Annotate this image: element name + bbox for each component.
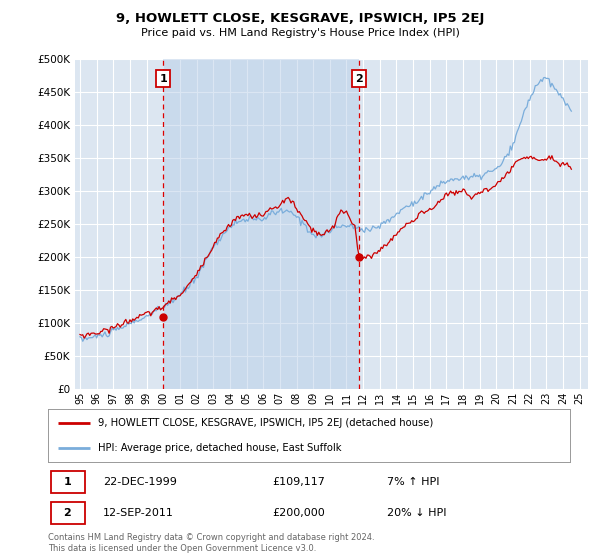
FancyBboxPatch shape [50,502,85,524]
Text: 2: 2 [64,508,71,518]
Bar [163,59,359,389]
Text: £109,117: £109,117 [272,477,325,487]
Text: 9, HOWLETT CLOSE, KESGRAVE, IPSWICH, IP5 2EJ: 9, HOWLETT CLOSE, KESGRAVE, IPSWICH, IP5… [116,12,484,25]
Text: 22-DEC-1999: 22-DEC-1999 [103,477,176,487]
Text: 1: 1 [64,477,71,487]
FancyBboxPatch shape [50,471,85,493]
Text: £200,000: £200,000 [272,508,325,518]
Text: 20% ↓ HPI: 20% ↓ HPI [388,508,447,518]
Text: 9, HOWLETT CLOSE, KESGRAVE, IPSWICH, IP5 2EJ (detached house): 9, HOWLETT CLOSE, KESGRAVE, IPSWICH, IP5… [98,418,433,428]
Text: 12-SEP-2011: 12-SEP-2011 [103,508,173,518]
Text: Price paid vs. HM Land Registry's House Price Index (HPI): Price paid vs. HM Land Registry's House … [140,28,460,38]
Text: HPI: Average price, detached house, East Suffolk: HPI: Average price, detached house, East… [98,442,341,452]
Text: 2: 2 [355,74,363,83]
Text: Contains HM Land Registry data © Crown copyright and database right 2024.
This d: Contains HM Land Registry data © Crown c… [48,533,374,553]
Text: 1: 1 [160,74,167,83]
Text: 7% ↑ HPI: 7% ↑ HPI [388,477,440,487]
